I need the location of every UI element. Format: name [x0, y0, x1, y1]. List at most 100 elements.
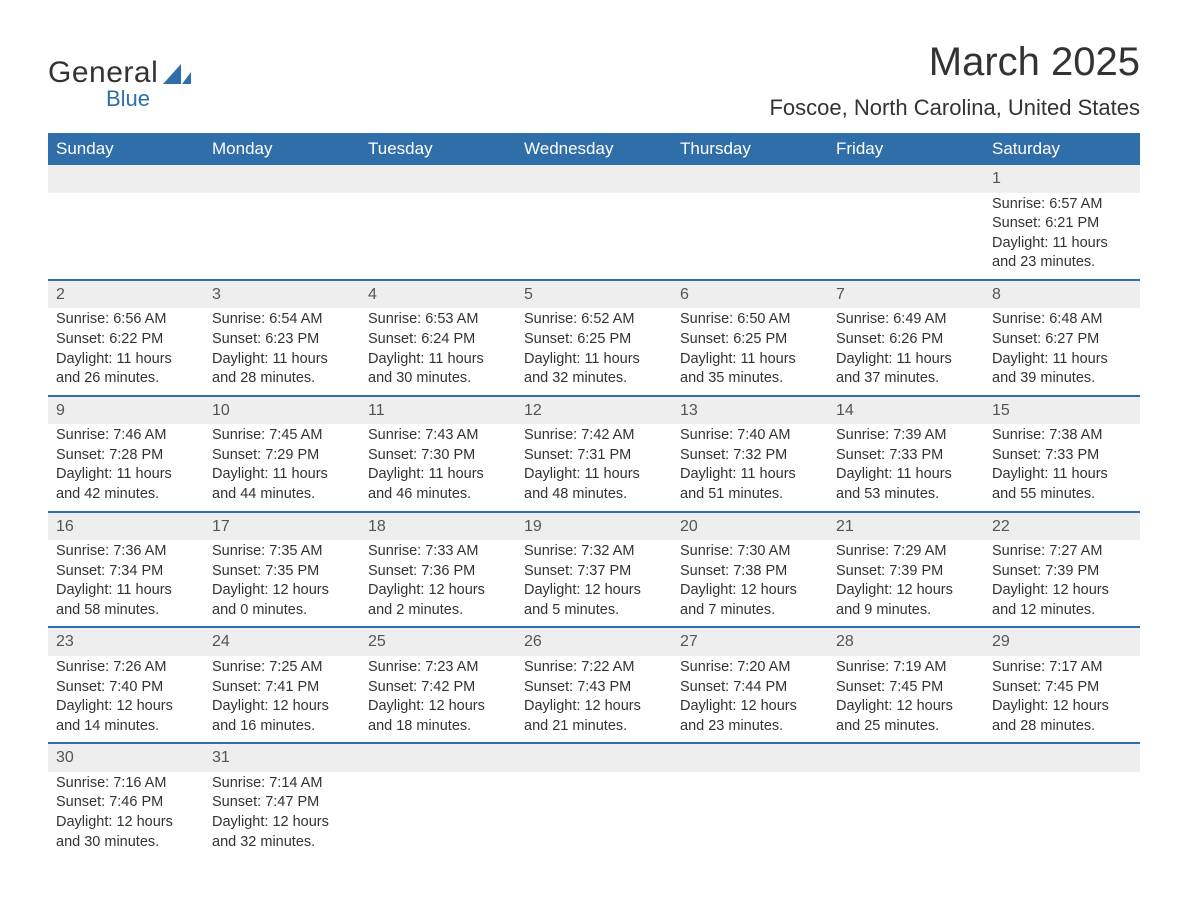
day-number: 31 — [212, 749, 230, 766]
day-number: 1 — [992, 170, 1001, 187]
day-detail-cell — [360, 193, 516, 280]
daylight-line-2: and 16 minutes. — [212, 717, 352, 737]
daylight-line-1: Daylight: 11 hours — [992, 234, 1132, 254]
day-number: 16 — [56, 518, 74, 535]
sunrise-line: Sunrise: 6:57 AM — [992, 195, 1132, 215]
day-number-cell: 31 — [204, 743, 360, 772]
day-number: 22 — [992, 518, 1010, 535]
daylight-line-1: Daylight: 12 hours — [524, 581, 664, 601]
sunset-line: Sunset: 7:28 PM — [56, 446, 196, 466]
day-number-cell: 13 — [672, 396, 828, 425]
sunrise-line: Sunrise: 7:39 AM — [836, 426, 976, 446]
day-number-row: 2345678 — [48, 280, 1140, 309]
sunrise-line: Sunrise: 6:56 AM — [56, 310, 196, 330]
sunset-line: Sunset: 7:42 PM — [368, 678, 508, 698]
daylight-line-1: Daylight: 11 hours — [680, 465, 820, 485]
day-detail-cell: Sunrise: 7:35 AMSunset: 7:35 PMDaylight:… — [204, 540, 360, 627]
daylight-line-1: Daylight: 11 hours — [212, 350, 352, 370]
sunset-line: Sunset: 7:37 PM — [524, 562, 664, 582]
day-detail-row: Sunrise: 7:36 AMSunset: 7:34 PMDaylight:… — [48, 540, 1140, 627]
daylight-line-1: Daylight: 12 hours — [992, 581, 1132, 601]
sunrise-line: Sunrise: 7:26 AM — [56, 658, 196, 678]
day-number: 21 — [836, 518, 854, 535]
sunset-line: Sunset: 6:22 PM — [56, 330, 196, 350]
daylight-line-1: Daylight: 11 hours — [524, 465, 664, 485]
daylight-line-1: Daylight: 11 hours — [992, 465, 1132, 485]
sunrise-line: Sunrise: 7:45 AM — [212, 426, 352, 446]
day-number: 26 — [524, 633, 542, 650]
daylight-line-2: and 18 minutes. — [368, 717, 508, 737]
day-number: 25 — [368, 633, 386, 650]
daylight-line-1: Daylight: 12 hours — [368, 697, 508, 717]
daylight-line-2: and 26 minutes. — [56, 369, 196, 389]
sunset-line: Sunset: 6:25 PM — [524, 330, 664, 350]
daylight-line-2: and 51 minutes. — [680, 485, 820, 505]
sunset-line: Sunset: 7:39 PM — [992, 562, 1132, 582]
day-number-cell: 21 — [828, 512, 984, 541]
day-detail-cell: Sunrise: 6:54 AMSunset: 6:23 PMDaylight:… — [204, 308, 360, 395]
day-detail-cell: Sunrise: 7:40 AMSunset: 7:32 PMDaylight:… — [672, 424, 828, 511]
day-number: 12 — [524, 402, 542, 419]
daylight-line-2: and 2 minutes. — [368, 601, 508, 621]
daylight-line-2: and 32 minutes. — [212, 833, 352, 853]
sunset-line: Sunset: 7:29 PM — [212, 446, 352, 466]
day-number: 30 — [56, 749, 74, 766]
day-detail-cell: Sunrise: 6:52 AMSunset: 6:25 PMDaylight:… — [516, 308, 672, 395]
daylight-line-2: and 48 minutes. — [524, 485, 664, 505]
day-number-cell: 18 — [360, 512, 516, 541]
day-detail-cell: Sunrise: 6:56 AMSunset: 6:22 PMDaylight:… — [48, 308, 204, 395]
sunrise-line: Sunrise: 7:23 AM — [368, 658, 508, 678]
sunset-line: Sunset: 7:36 PM — [368, 562, 508, 582]
day-detail-cell: Sunrise: 7:39 AMSunset: 7:33 PMDaylight:… — [828, 424, 984, 511]
sunset-line: Sunset: 6:27 PM — [992, 330, 1132, 350]
day-number-cell — [828, 165, 984, 193]
day-number-cell: 3 — [204, 280, 360, 309]
sunrise-line: Sunrise: 7:43 AM — [368, 426, 508, 446]
day-number: 28 — [836, 633, 854, 650]
col-sunday: Sunday — [48, 133, 204, 165]
day-detail-cell: Sunrise: 7:42 AMSunset: 7:31 PMDaylight:… — [516, 424, 672, 511]
day-detail-cell: Sunrise: 6:53 AMSunset: 6:24 PMDaylight:… — [360, 308, 516, 395]
daylight-line-2: and 39 minutes. — [992, 369, 1132, 389]
day-number: 7 — [836, 286, 845, 303]
day-detail-cell: Sunrise: 6:49 AMSunset: 6:26 PMDaylight:… — [828, 308, 984, 395]
day-number-cell: 27 — [672, 627, 828, 656]
col-saturday: Saturday — [984, 133, 1140, 165]
day-number-cell: 12 — [516, 396, 672, 425]
day-detail-cell: Sunrise: 7:17 AMSunset: 7:45 PMDaylight:… — [984, 656, 1140, 743]
col-tuesday: Tuesday — [360, 133, 516, 165]
day-number-cell — [672, 743, 828, 772]
day-number: 13 — [680, 402, 698, 419]
sunrise-line: Sunrise: 7:20 AM — [680, 658, 820, 678]
page-header: General Blue March 2025 Foscoe, North Ca… — [48, 40, 1140, 121]
daylight-line-2: and 55 minutes. — [992, 485, 1132, 505]
daylight-line-1: Daylight: 12 hours — [836, 697, 976, 717]
day-number: 9 — [56, 402, 65, 419]
sunset-line: Sunset: 6:23 PM — [212, 330, 352, 350]
daylight-line-1: Daylight: 11 hours — [992, 350, 1132, 370]
sunrise-line: Sunrise: 7:38 AM — [992, 426, 1132, 446]
day-number-cell — [516, 165, 672, 193]
sunset-line: Sunset: 7:41 PM — [212, 678, 352, 698]
daylight-line-2: and 32 minutes. — [524, 369, 664, 389]
brand-logo: General Blue — [48, 40, 191, 112]
day-detail-cell: Sunrise: 7:25 AMSunset: 7:41 PMDaylight:… — [204, 656, 360, 743]
day-detail-cell — [672, 193, 828, 280]
day-number-cell: 19 — [516, 512, 672, 541]
sunset-line: Sunset: 7:40 PM — [56, 678, 196, 698]
sunset-line: Sunset: 7:45 PM — [836, 678, 976, 698]
day-number: 23 — [56, 633, 74, 650]
day-number: 10 — [212, 402, 230, 419]
daylight-line-1: Daylight: 12 hours — [212, 813, 352, 833]
day-detail-cell: Sunrise: 7:20 AMSunset: 7:44 PMDaylight:… — [672, 656, 828, 743]
day-number: 11 — [368, 402, 385, 419]
day-number-cell — [516, 743, 672, 772]
day-number-cell: 23 — [48, 627, 204, 656]
day-number-cell: 14 — [828, 396, 984, 425]
day-detail-cell — [516, 772, 672, 858]
sunset-line: Sunset: 6:21 PM — [992, 214, 1132, 234]
sunset-line: Sunset: 7:44 PM — [680, 678, 820, 698]
day-detail-cell: Sunrise: 6:50 AMSunset: 6:25 PMDaylight:… — [672, 308, 828, 395]
day-detail-cell: Sunrise: 7:30 AMSunset: 7:38 PMDaylight:… — [672, 540, 828, 627]
day-detail-row: Sunrise: 6:57 AMSunset: 6:21 PMDaylight:… — [48, 193, 1140, 280]
